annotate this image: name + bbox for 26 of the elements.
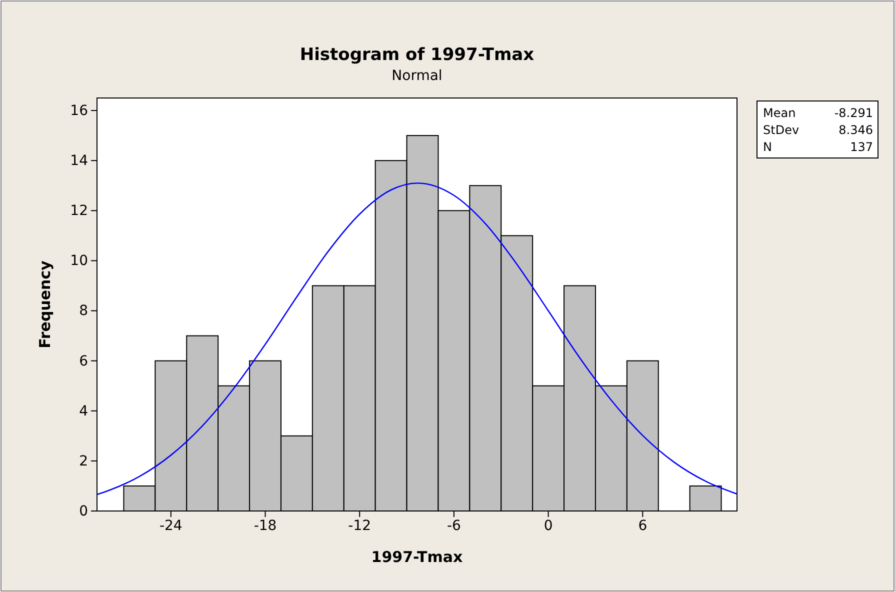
line-series (96, 182, 738, 496)
x-tick-label: -12 (348, 518, 372, 534)
x-axis-title: 1997-Tmax (371, 548, 464, 566)
y-tick-label: 4 (79, 403, 88, 420)
x-tick-label: 0 (544, 518, 553, 534)
text: N (763, 140, 772, 154)
y-tick-label: 6 (79, 353, 88, 370)
x-tick-label: -24 (159, 518, 182, 534)
y-tick-label: 2 (79, 453, 88, 470)
chart-title: Histogram of 1997-Tmax (300, 45, 534, 65)
text: -8.291 (834, 106, 873, 120)
y-tick-label: 14 (70, 153, 88, 170)
y-axis-title: Frequency (36, 260, 54, 348)
y-tick-label: 8 (79, 303, 88, 320)
y-tick-label: 16 (70, 102, 88, 119)
x-tick-label: -6 (446, 518, 462, 534)
text: 137 (850, 140, 873, 154)
y-tick-label: 12 (70, 203, 88, 220)
text: StDev (763, 123, 800, 137)
text: 8.346 (838, 123, 873, 137)
chart-subtitle: Normal (392, 68, 442, 84)
y-tick-label: 0 (79, 503, 88, 520)
text: Mean (763, 106, 796, 120)
x-tick-label: 6 (638, 518, 648, 534)
y-tick-label: 10 (70, 253, 88, 270)
x-tick-label: -18 (254, 518, 277, 534)
